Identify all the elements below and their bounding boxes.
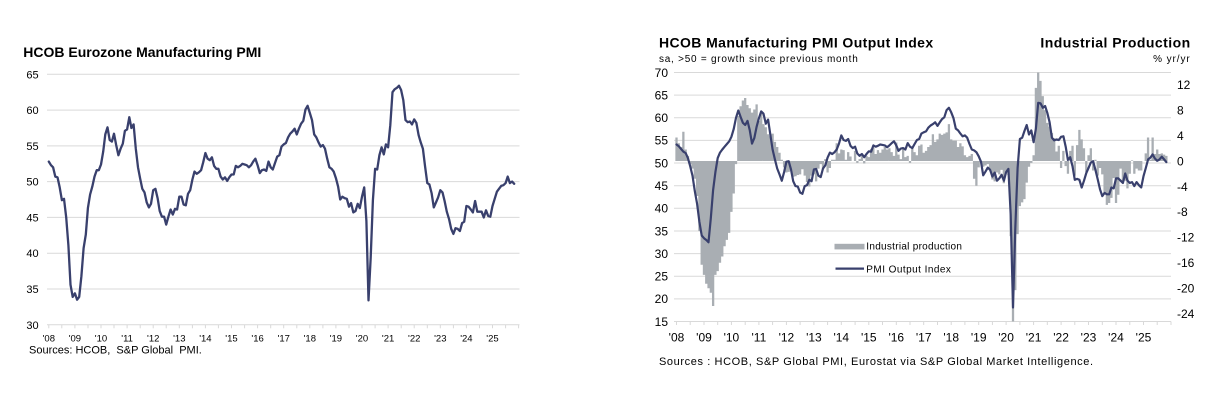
svg-text:-20: -20 [1177,282,1195,296]
svg-text:-8: -8 [1177,205,1188,219]
svg-text:'11: '11 [752,330,767,344]
svg-text:'09: '09 [696,330,712,344]
svg-text:-12: -12 [1177,231,1195,245]
svg-text:20: 20 [655,292,669,306]
svg-text:Sources: HCOB, S&P Global PM: Sources: HCOB, S&P Global PMI. [29,345,202,357]
svg-text:45: 45 [26,212,38,224]
svg-text:50: 50 [655,156,669,170]
svg-text:'08: '08 [669,330,685,344]
svg-text:40: 40 [26,248,38,260]
svg-text:35: 35 [655,224,669,238]
svg-text:15: 15 [655,315,669,329]
svg-text:'20: '20 [998,330,1014,344]
svg-text:'18: '18 [943,330,959,344]
svg-text:4: 4 [1177,129,1184,143]
svg-text:'14: '14 [199,333,211,344]
svg-text:'13: '13 [806,330,822,344]
svg-text:% yr/yr: % yr/yr [1153,54,1190,65]
svg-text:35: 35 [26,284,38,296]
svg-text:'13: '13 [173,333,185,344]
svg-text:55: 55 [26,141,38,153]
svg-text:'12: '12 [147,333,159,344]
svg-text:40: 40 [655,202,669,216]
svg-text:'17: '17 [916,330,932,344]
svg-text:'12: '12 [779,330,795,344]
svg-text:'18: '18 [304,333,316,344]
svg-text:12: 12 [1177,78,1191,92]
svg-text:'24: '24 [1108,330,1124,344]
svg-text:60: 60 [26,105,38,117]
svg-text:'16: '16 [888,330,904,344]
svg-text:65: 65 [26,69,38,81]
svg-text:'10: '10 [724,330,740,344]
svg-text:Sources : HCOB, S&P Global PMI: Sources : HCOB, S&P Global PMI, Eurostat… [659,356,1094,368]
svg-text:'19: '19 [330,333,342,344]
svg-text:'14: '14 [833,330,849,344]
svg-text:'15: '15 [225,333,237,344]
svg-text:'25: '25 [486,333,498,344]
svg-text:sa, >50 = growth since previou: sa, >50 = growth since previous month [659,54,859,65]
svg-text:-4: -4 [1177,180,1188,194]
svg-text:50: 50 [26,177,38,189]
svg-text:25: 25 [655,270,669,284]
svg-text:HCOB Manufacturing PMI Output: HCOB Manufacturing PMI Output Index [659,35,934,51]
svg-text:'15: '15 [861,330,877,344]
svg-text:'17: '17 [278,333,290,344]
svg-text:-24: -24 [1177,307,1195,321]
svg-text:'21: '21 [1026,330,1042,344]
svg-text:'22: '22 [1053,330,1069,344]
svg-text:-16: -16 [1177,256,1195,270]
svg-text:60: 60 [655,111,669,125]
svg-text:'23: '23 [434,333,446,344]
svg-text:'20: '20 [356,333,368,344]
svg-text:Industrial production: Industrial production [866,242,962,253]
svg-text:30: 30 [655,247,669,261]
svg-text:PMI Output Index: PMI Output Index [866,265,951,276]
svg-text:8: 8 [1177,103,1184,117]
svg-text:'21: '21 [382,333,394,344]
svg-text:Industrial Production: Industrial Production [1040,35,1190,51]
svg-text:'25: '25 [1136,330,1152,344]
svg-text:'23: '23 [1081,330,1097,344]
svg-text:'22: '22 [408,333,420,344]
svg-text:65: 65 [655,88,669,102]
svg-text:'10: '10 [95,333,107,344]
svg-text:0: 0 [1177,154,1184,168]
svg-text:'09: '09 [69,333,81,344]
svg-text:30: 30 [26,320,38,332]
svg-text:'11: '11 [121,333,133,344]
svg-text:'24: '24 [460,333,472,344]
svg-text:45: 45 [655,179,669,193]
svg-text:70: 70 [655,66,669,80]
svg-text:'16: '16 [251,333,263,344]
svg-text:HCOB Eurozone Manufacturing PM: HCOB Eurozone Manufacturing PMI [23,44,261,60]
svg-text:55: 55 [655,134,669,148]
svg-text:'08: '08 [43,333,55,344]
svg-text:'19: '19 [971,330,987,344]
